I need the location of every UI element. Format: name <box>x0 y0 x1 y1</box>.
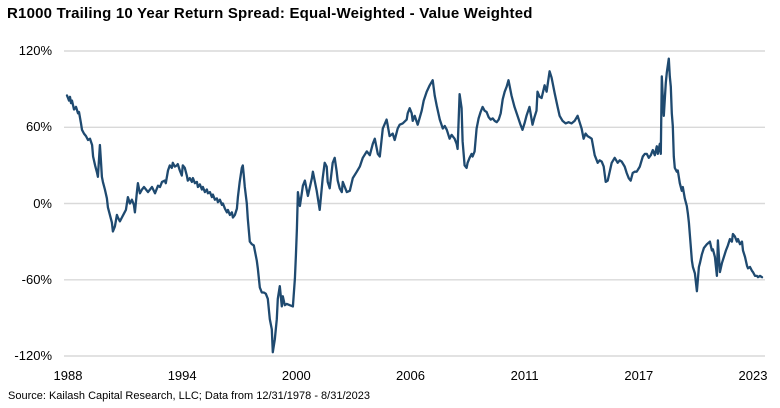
data-line <box>65 57 764 354</box>
y-axis-tick-label: 60% <box>25 119 52 135</box>
x-axis-tick-label: 2017 <box>624 368 654 383</box>
y-axis-tick-label: -60% <box>21 271 52 287</box>
chart-title: R1000 Trailing 10 Year Return Spread: Eq… <box>7 5 533 22</box>
x-axis-tick-label: 2006 <box>396 368 425 383</box>
x-axis-tick-label: 1994 <box>167 368 197 383</box>
source-note: Source: Kailash Capital Research, LLC; D… <box>8 390 370 402</box>
y-axis-tick-label: 120% <box>18 43 52 58</box>
y-axis-tick-label: 0% <box>33 195 52 211</box>
x-axis-tick-label: 2023 <box>738 368 768 383</box>
x-axis-tick-label: 2000 <box>281 368 311 383</box>
x-axis-tick-label: 1988 <box>53 368 83 383</box>
y-axis-tick-label: -120% <box>14 348 52 363</box>
x-axis-tick-label: 2011 <box>510 368 539 383</box>
